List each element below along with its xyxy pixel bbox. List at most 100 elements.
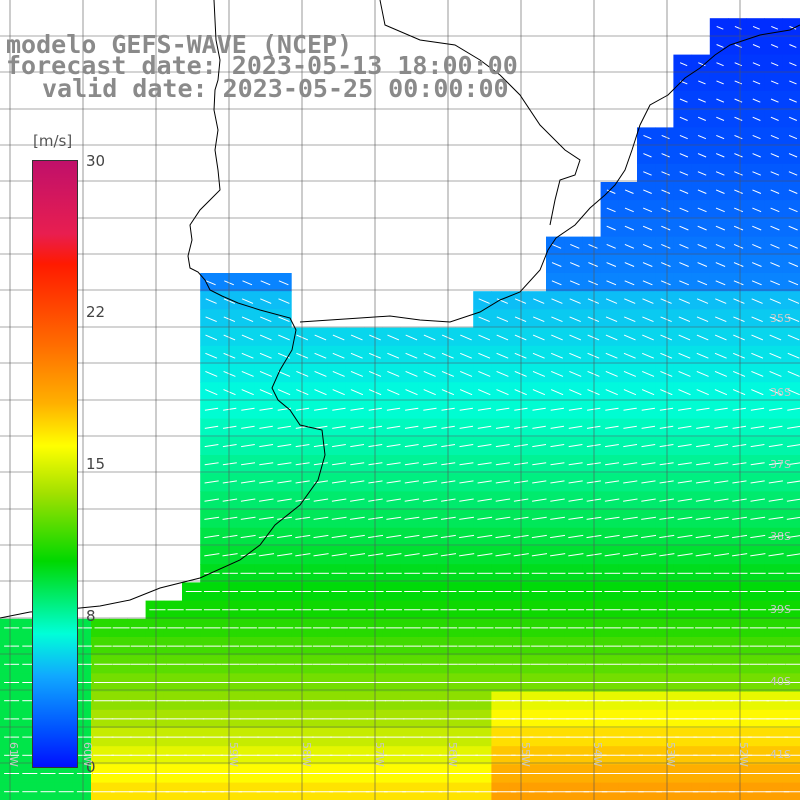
wind-arrow bbox=[661, 262, 671, 267]
wind-arrow bbox=[222, 480, 237, 484]
wind-arrow bbox=[623, 370, 636, 377]
wind-arrow bbox=[733, 352, 745, 359]
wind-arrow bbox=[623, 389, 637, 396]
wind-arrow bbox=[459, 407, 473, 411]
wind-arrow bbox=[349, 516, 365, 520]
wind-arrow bbox=[350, 480, 365, 484]
wind-arrow bbox=[624, 262, 635, 267]
wind-arrow bbox=[606, 280, 617, 286]
wind-arrow bbox=[622, 553, 639, 557]
wind-arrow bbox=[678, 370, 691, 377]
wind-arrow bbox=[641, 462, 656, 466]
wind-arrow bbox=[714, 407, 728, 411]
wind-arrow bbox=[222, 462, 237, 466]
wind-arrow bbox=[605, 334, 618, 341]
wind-arrow bbox=[240, 534, 256, 539]
wind-arrow bbox=[423, 334, 436, 341]
wind-arrow bbox=[696, 425, 710, 429]
wind-arrow bbox=[404, 534, 420, 539]
wind-arrow bbox=[204, 425, 219, 429]
wind-arrow bbox=[659, 407, 674, 411]
wind-arrow bbox=[295, 516, 311, 520]
wind-arrow bbox=[223, 407, 237, 411]
wind-arrow bbox=[223, 352, 236, 359]
wind-arrow bbox=[677, 425, 692, 429]
wind-arrow bbox=[386, 444, 401, 448]
wind-arrow bbox=[259, 444, 274, 448]
wind-arrow bbox=[205, 316, 217, 323]
wind-arrow bbox=[313, 534, 329, 539]
wind-arrow bbox=[204, 534, 220, 539]
wind-arrow bbox=[789, 62, 797, 67]
colorbar-tick: 30 bbox=[86, 152, 106, 170]
wind-arrow bbox=[660, 352, 673, 359]
wind-arrow bbox=[550, 534, 566, 539]
wind-arrow bbox=[368, 462, 383, 466]
wind-arrow bbox=[514, 298, 527, 304]
wind-arrow bbox=[752, 153, 761, 158]
lon-label: 54W bbox=[591, 742, 604, 767]
wind-arrow bbox=[313, 553, 329, 557]
wind-arrow bbox=[624, 225, 634, 231]
wind-arrow bbox=[514, 352, 527, 359]
wind-arrow bbox=[660, 298, 672, 304]
wind-arrow bbox=[752, 262, 762, 267]
wind-arrow bbox=[734, 207, 744, 213]
wind-arrow bbox=[716, 116, 725, 121]
wind-arrow bbox=[478, 352, 491, 359]
lon-label: 53W bbox=[664, 742, 677, 767]
wind-arrow bbox=[771, 25, 779, 30]
wind-arrow bbox=[606, 189, 616, 194]
wind-arrow bbox=[587, 407, 601, 411]
wind-arrow bbox=[768, 516, 784, 520]
wind-arrow bbox=[277, 516, 292, 520]
wind-arrow bbox=[386, 462, 401, 466]
wind-arrow bbox=[678, 389, 691, 396]
wind-arrow bbox=[569, 298, 581, 304]
wind-arrow bbox=[786, 498, 800, 502]
wind-arrow bbox=[313, 516, 329, 520]
wind-arrow bbox=[387, 370, 400, 377]
wind-arrow bbox=[259, 389, 273, 396]
map-title: modelo GEFS-WAVE (NCEP) bbox=[6, 30, 353, 59]
wind-arrow bbox=[697, 134, 707, 140]
wind-arrow bbox=[332, 444, 346, 448]
wind-arrow bbox=[331, 553, 347, 557]
wind-arrow bbox=[386, 480, 401, 484]
wind-arrow bbox=[587, 298, 599, 304]
wind-arrow bbox=[278, 316, 290, 323]
wind-arrow bbox=[386, 553, 402, 557]
wind-arrow bbox=[204, 480, 219, 484]
wind-arrow bbox=[569, 370, 582, 377]
wind-arrow bbox=[259, 334, 272, 341]
wind-arrow bbox=[752, 243, 762, 249]
lat-label: 40S bbox=[770, 675, 791, 688]
wind-arrow bbox=[732, 444, 747, 448]
wind-arrow bbox=[750, 425, 765, 429]
wind-arrow bbox=[788, 134, 798, 140]
wind-arrow bbox=[350, 407, 364, 411]
wind-arrow bbox=[222, 444, 237, 448]
wind-arrow bbox=[623, 444, 638, 448]
wind-arrow bbox=[624, 280, 635, 286]
wind-arrow bbox=[624, 189, 634, 194]
wind-arrow bbox=[532, 498, 547, 502]
wind-arrow bbox=[532, 352, 545, 359]
wind-arrow bbox=[350, 444, 365, 448]
wind-arrow bbox=[695, 498, 711, 502]
wind-arrow bbox=[241, 462, 256, 466]
wind-arrow bbox=[477, 534, 493, 539]
wind-arrow bbox=[752, 62, 761, 67]
wind-arrow bbox=[606, 207, 616, 213]
lon-label: 60W bbox=[81, 742, 94, 767]
wind-arrow bbox=[240, 480, 256, 484]
wind-arrow bbox=[386, 516, 402, 520]
lat-label: 38S bbox=[770, 530, 791, 543]
wind-arrow bbox=[496, 298, 508, 304]
wind-arrow bbox=[551, 262, 562, 267]
wind-arrow bbox=[714, 498, 729, 502]
wind-arrow bbox=[605, 370, 618, 377]
lon-label: 57W bbox=[373, 742, 386, 767]
wind-arrow bbox=[678, 298, 690, 304]
wind-arrow bbox=[478, 370, 491, 377]
